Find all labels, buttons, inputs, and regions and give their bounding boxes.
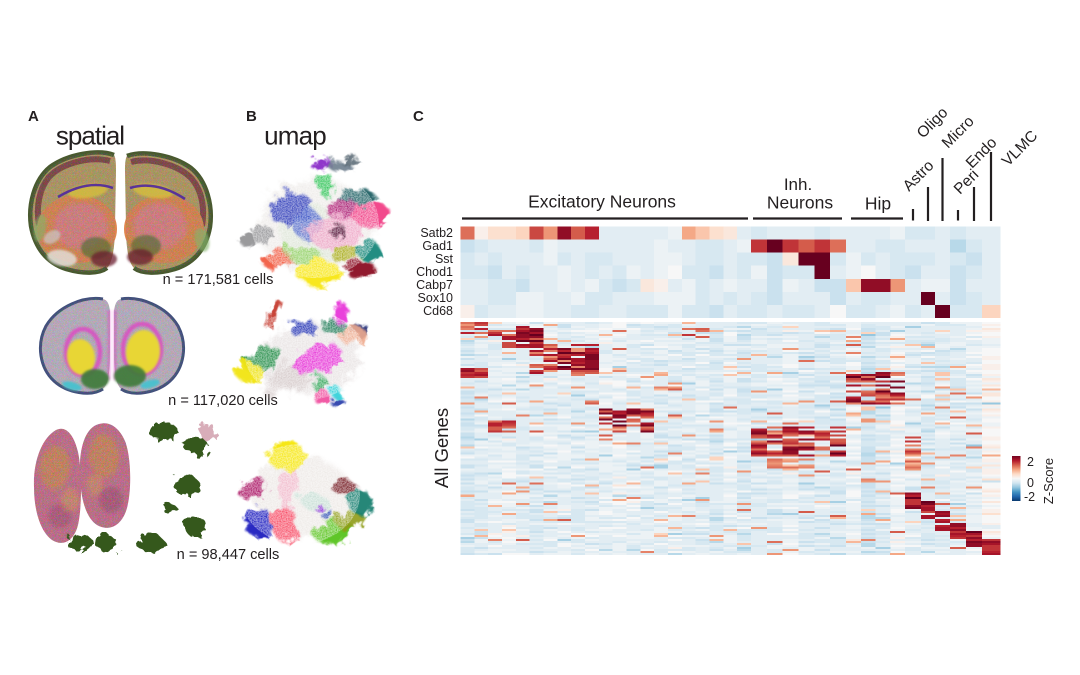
svg-text:n = 117,020 cells: n = 117,020 cells	[168, 393, 278, 409]
svg-text:Sox10: Sox10	[418, 291, 453, 305]
svg-text:n = 98,447 cells: n = 98,447 cells	[177, 547, 280, 563]
svg-text:umap: umap	[264, 121, 326, 151]
svg-text:Hip: Hip	[865, 194, 891, 214]
svg-text:Chod1: Chod1	[416, 265, 453, 279]
svg-text:0: 0	[1027, 476, 1034, 490]
svg-text:Z-Score: Z-Score	[1041, 458, 1056, 504]
svg-text:Cabp7: Cabp7	[416, 278, 453, 292]
svg-text:Satb2: Satb2	[420, 226, 453, 240]
svg-text:Sst: Sst	[435, 252, 454, 266]
svg-text:B: B	[246, 108, 257, 125]
svg-text:A: A	[28, 108, 39, 125]
svg-text:C: C	[413, 108, 424, 125]
svg-text:n = 171,581 cells: n = 171,581 cells	[163, 272, 274, 288]
svg-text:Neurons: Neurons	[767, 193, 833, 213]
svg-text:Cd68: Cd68	[423, 304, 453, 318]
svg-text:Gad1: Gad1	[422, 239, 453, 253]
svg-text:-2: -2	[1024, 490, 1035, 504]
svg-text:spatial: spatial	[56, 121, 124, 151]
svg-text:All Genes: All Genes	[431, 408, 452, 488]
svg-text:Inh.: Inh.	[784, 175, 812, 194]
svg-text:Excitatory Neurons: Excitatory Neurons	[528, 192, 676, 212]
svg-text:2: 2	[1027, 455, 1034, 469]
